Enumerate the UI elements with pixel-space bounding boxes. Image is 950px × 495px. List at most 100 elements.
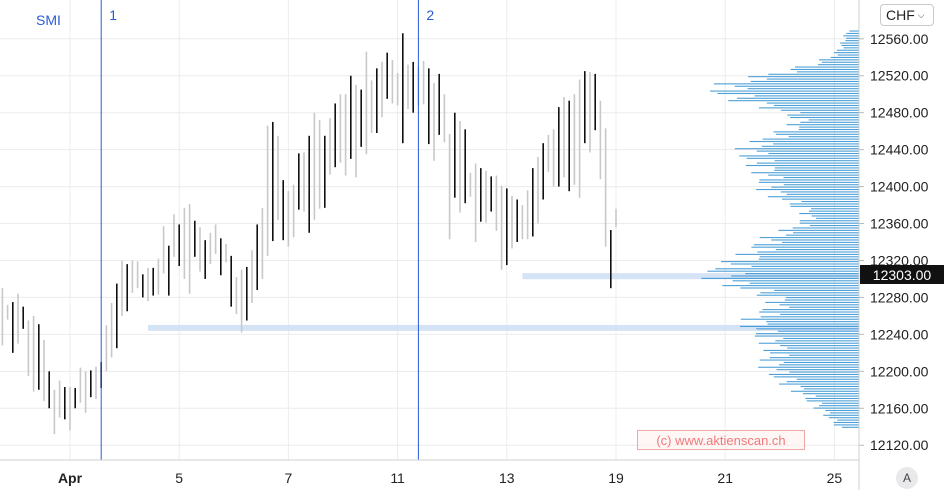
volume-profile-bar [836,49,859,51]
time-axis[interactable]: Apr 5 7 11 13 19 21 25 [58,470,842,486]
volume-profile-bar [778,229,859,231]
currency-select-value: CHF [886,7,915,23]
price-axis-label: 12400.00 [870,179,929,195]
price-axis-label: 12240.00 [870,326,929,342]
volume-profile-bar [740,287,859,289]
volume-profile-bar [740,318,859,320]
volume-profile-bar [773,143,859,145]
time-axis-label: Apr [58,470,83,486]
volume-profile-bar [762,138,859,140]
time-axis-label: 7 [285,470,293,486]
volume-profile-bar [758,258,859,260]
volume-profile-bar [779,304,859,306]
volume-profile-bar [771,239,859,241]
volume-profile-bar [790,390,859,392]
volume-profile-bar [734,148,859,150]
volume-profile-bar [758,342,859,344]
volume-profile-bar [765,301,859,303]
volume-profile-bar [758,181,859,183]
volume-profile-bar [833,52,859,54]
volume-profile-bar [823,414,859,416]
volume-profile-bar [737,97,859,99]
event-marker-label: 1 [109,7,117,23]
volume-profile-bar [790,116,859,119]
volume-profile-bar [799,126,859,128]
volume-profile-bar [819,59,859,61]
volume-profile-bar [785,234,859,236]
time-axis-label: 19 [608,470,624,486]
volume-profile-bar [751,172,859,174]
volume-profile-bar [775,249,859,251]
chevron-down-icon: ⌵ [917,9,925,20]
volume-profile-bar [771,186,859,188]
volume-profile-bar [813,407,859,409]
volume-profile-bar [786,124,859,126]
volume-profile-bar [759,237,859,239]
volume-profile-bar [773,376,859,378]
volume-profile-bar [845,40,859,42]
volume-profile-bar [734,85,859,87]
volume-profile-bar [780,345,859,347]
volume-profile-bar [766,102,859,104]
price-axis-label: 12520.00 [870,68,929,84]
watermark: (c) www.aktienscan.ch [637,430,805,450]
auto-scale-button[interactable]: A [896,467,918,489]
volume-profile-bar [776,369,859,371]
volume-profile-bar [833,424,859,426]
volume-profile-bar [792,227,859,229]
volume-profile-bar [785,297,859,299]
volume-profile-bar [801,200,859,203]
volume-profile-bar [758,107,859,109]
volume-profile-bar [730,263,859,265]
price-axis-label: 12560.00 [870,31,929,47]
volume-profile-bar [837,54,859,56]
ohlc-bars[interactable] [1,33,617,435]
level-line [522,273,859,280]
event-marker-label: 2 [426,7,434,23]
volume-profile-bar [843,35,859,37]
volume-profile-bar [745,273,859,275]
price-axis-label: 12160.00 [870,400,929,416]
volume-profile-bar [800,112,859,114]
symbol-label: SMI [36,12,61,28]
time-axis-label: 25 [827,470,843,486]
volume-profile-bar [787,114,859,116]
volume-profile-bar [735,253,859,255]
volume-profile-bar [825,409,859,412]
volume-profile-bar [770,352,859,354]
volume-profile-bar [768,373,859,376]
level-line [148,324,859,331]
volume-profile-bar [806,400,859,402]
volume-profile-bar [774,167,859,169]
volume-profile-bar [818,64,859,66]
volume-profile-bar [768,174,859,176]
volume-profile-bar [786,193,859,195]
volume-profile-bar [796,378,859,380]
volume-profile-bar [722,285,859,287]
volume-profile [701,30,859,428]
volume-profile-bar [821,61,859,63]
volume-profile-bar [816,217,859,219]
volume-profile-bar [830,56,859,58]
volume-profile-bar [701,277,859,279]
volume-profile-bar [717,92,859,95]
volume-profile-bar [789,203,859,205]
volume-profile-bar [837,419,859,421]
volume-profile-bar [789,371,859,373]
volume-profile-bar [773,104,859,107]
volume-profile-bar [759,179,859,181]
volume-profile-bar [800,121,859,123]
price-axis[interactable]: 12120.00 12160.00 12200.00 12240.00 12280.00… [859,31,929,453]
volume-profile-bar [786,381,859,383]
volume-profile-bar [728,100,859,102]
volume-profile-bar [783,176,859,179]
volume-profile-bar [841,426,859,428]
volume-profile-bar [746,157,859,159]
volume-profile-bar [779,364,859,366]
volume-profile-bar [757,251,859,253]
volume-profile-bar [799,213,859,215]
price-axis-label: 12320.00 [870,252,929,268]
currency-select[interactable]: CHF ⌵ [880,4,934,26]
